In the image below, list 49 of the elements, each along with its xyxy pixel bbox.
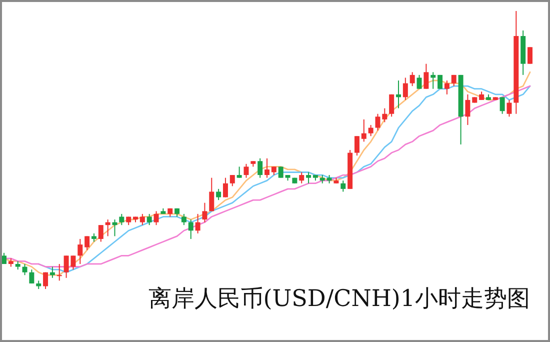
- candlestick: [84, 236, 90, 251]
- candlestick: [340, 180, 346, 192]
- text: 离岸人民币(USD/CNH)1小时走势图: [148, 286, 530, 312]
- candlestick: [444, 80, 450, 95]
- candlestick: [506, 99, 512, 118]
- candlestick: [146, 213, 152, 226]
- candlestick: [50, 266, 55, 278]
- candlestick: [29, 269, 34, 284]
- candlestick: [78, 238, 83, 264]
- candlestick: [258, 158, 263, 178]
- candlestick: [195, 213, 200, 234]
- candlestick: [465, 94, 470, 126]
- candlestick: [410, 72, 415, 87]
- candlestick: [181, 213, 186, 226]
- candlestick: [188, 219, 194, 240]
- candlestick: [119, 213, 124, 226]
- candlestick: [105, 219, 110, 237]
- candlestick: [402, 77, 408, 100]
- candlestick: [354, 136, 360, 156]
- candlestick: [278, 166, 284, 178]
- candlestick: [112, 219, 118, 237]
- candlestick: [2, 252, 6, 264]
- candlestick: [306, 172, 312, 184]
- candlestick: [368, 124, 374, 137]
- candlestick: [416, 74, 422, 90]
- candlestick: [236, 166, 242, 178]
- candlestick: [264, 158, 270, 178]
- candlestick: [43, 272, 48, 290]
- candlestick: [438, 74, 443, 90]
- candlestick: [500, 96, 505, 114]
- candlestick: [230, 174, 235, 187]
- candlestick: [389, 94, 394, 118]
- candlestick: [22, 263, 28, 276]
- candlestick: [216, 188, 222, 201]
- candlestick: [244, 163, 249, 178]
- candlestick: [396, 80, 401, 109]
- candlestick: [222, 177, 228, 198]
- candlestick: [98, 224, 104, 242]
- candlestick: [154, 210, 159, 226]
- candlestick: [209, 177, 214, 212]
- candlestick: [430, 72, 436, 90]
- candlestick: [299, 172, 304, 184]
- candlestick: [140, 213, 145, 226]
- candlestick: [361, 118, 366, 142]
- candlestick: [375, 113, 380, 132]
- candlestick: [424, 63, 429, 90]
- candlestick: [56, 263, 62, 282]
- candlestick: [202, 202, 208, 223]
- candlestick: [382, 108, 388, 123]
